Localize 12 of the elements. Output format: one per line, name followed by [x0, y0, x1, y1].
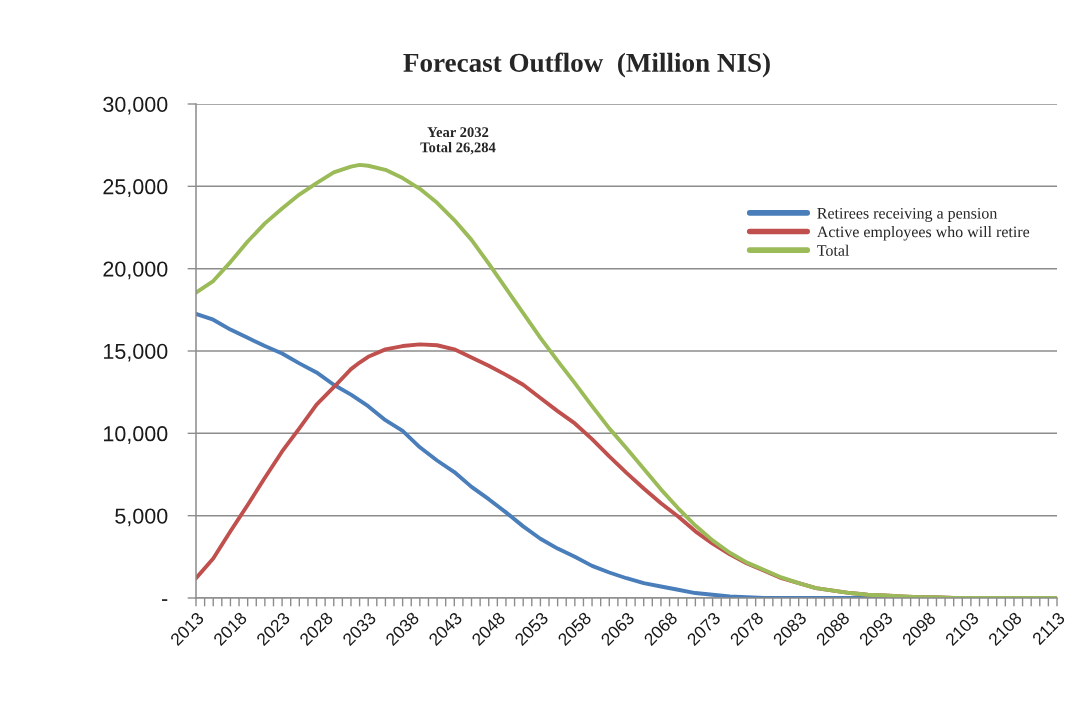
- legend-label: Retirees receiving a pension: [817, 207, 998, 222]
- y-tick-label: -: [162, 599, 168, 601]
- y-tick-label: 5,000: [115, 508, 168, 527]
- annotation: Year 2032 Total 26,284: [420, 127, 496, 155]
- y-tick-label: 10,000: [104, 426, 168, 444]
- chart-title: Forecast Outflow (Million NIS): [403, 52, 770, 78]
- y-tick-label: 25,000: [103, 179, 168, 197]
- legend-label: Total: [817, 244, 850, 256]
- legend-label: Active employees who will retire: [816, 226, 1030, 241]
- y-tick-label: 15,000: [104, 343, 168, 362]
- y-tick-label: 30,000: [103, 96, 168, 115]
- y-tick-label: 20,000: [103, 261, 168, 280]
